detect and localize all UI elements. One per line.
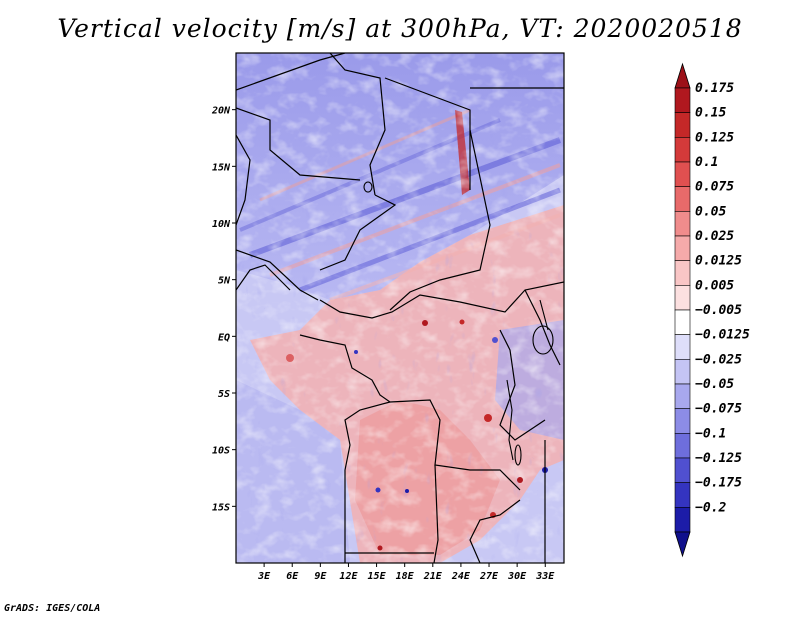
colorbar-bottom-triangle	[674, 531, 691, 558]
x-tick-label-12E: 12E	[339, 571, 358, 582]
y-tick-label-15S: 15S	[212, 502, 230, 513]
colorbar-label: −0.005	[695, 303, 742, 318]
colorbar-label: 0.15	[695, 106, 726, 121]
x-tick-label-33E: 33E	[535, 571, 555, 582]
colorbar-label: −0.0125	[695, 328, 750, 343]
x-tick-label-3E: 3E	[257, 571, 271, 582]
colorbar-swatch	[674, 211, 691, 237]
x-axis: 3E 6E 9E 12E 15E 18E 21E 24E 27E 30E 33E	[257, 563, 555, 582]
colorbar-label: −0.175	[695, 476, 742, 491]
x-tick-label-18E: 18E	[396, 571, 415, 582]
y-tick-label-EQ: EQ	[218, 332, 230, 343]
grads-footer: GrADS: IGES/COLA	[4, 603, 101, 614]
y-tick-label-15N: 15N	[212, 162, 231, 173]
colorbar-label: 0.125	[695, 130, 734, 145]
colorbar-label: 0.175	[695, 81, 734, 96]
colorbar-swatch	[674, 482, 691, 508]
colorbar-swatch	[674, 457, 691, 483]
colorbar-label: 0.005	[695, 278, 734, 293]
colorbar-swatch	[674, 161, 691, 187]
x-tick-label-15E: 15E	[368, 571, 387, 582]
map-frame	[235, 52, 565, 564]
colorbar-label: −0.125	[695, 451, 742, 466]
colorbar-label: −0.025	[695, 352, 742, 367]
colorbar: 0.175 0.15 0.125 0.1 0.075 0.05 0.025 0.0125 0.0…	[674, 62, 750, 558]
colorbar-label: −0.1	[695, 426, 726, 441]
colorbar-swatch	[674, 334, 691, 360]
colorbar-swatch	[674, 260, 691, 286]
colorbar-label: 0.1	[695, 155, 718, 170]
colorbar-swatch	[674, 309, 691, 335]
y-tick-label-5S: 5S	[218, 389, 230, 400]
colorbar-label: −0.075	[695, 402, 742, 417]
y-tick-label-10S: 10S	[212, 446, 230, 457]
colorbar-label: −0.2	[695, 500, 726, 515]
y-tick-label-5N: 5N	[218, 276, 231, 287]
y-tick-label-20N: 20N	[211, 106, 231, 117]
colorbar-swatch	[674, 408, 691, 434]
field-intense-cells	[286, 319, 548, 551]
lakes	[363, 181, 554, 466]
colorbar-swatch	[674, 285, 691, 311]
y-axis: 20N 15N 10N 5N EQ 5S 10S 15S	[211, 106, 236, 513]
x-tick-label-21E: 21E	[423, 571, 443, 582]
y-tick-label-10N: 10N	[212, 219, 231, 230]
colorbar-swatch	[674, 433, 691, 459]
x-tick-label-9E: 9E	[314, 571, 327, 582]
colorbar-label: 0.075	[695, 180, 734, 195]
country-borders	[236, 53, 564, 563]
colorbar-swatch	[674, 235, 691, 261]
colorbar-label: 0.0125	[695, 254, 742, 269]
x-tick-label-24E: 24E	[451, 571, 471, 582]
x-tick-label-6E: 6E	[286, 571, 299, 582]
x-tick-label-27E: 27E	[479, 571, 499, 582]
colorbar-swatch	[674, 186, 691, 212]
colorbar-swatch	[674, 359, 691, 385]
colorbar-label: −0.05	[695, 377, 734, 392]
colorbar-label: 0.025	[695, 229, 734, 244]
colorbar-swatch	[674, 112, 691, 138]
colorbar-swatch	[674, 87, 691, 113]
chart-title: Vertical velocity [m/s] at 300hPa, VT: 2…	[57, 14, 743, 43]
colorbar-top-triangle	[674, 62, 691, 89]
colorbar-swatch	[674, 507, 691, 533]
x-tick-label-30E: 30E	[507, 571, 527, 582]
colorbar-swatch	[674, 383, 691, 409]
colorbar-swatch	[674, 137, 691, 163]
colorbar-label: 0.05	[695, 204, 726, 219]
map-panel	[236, 53, 564, 563]
